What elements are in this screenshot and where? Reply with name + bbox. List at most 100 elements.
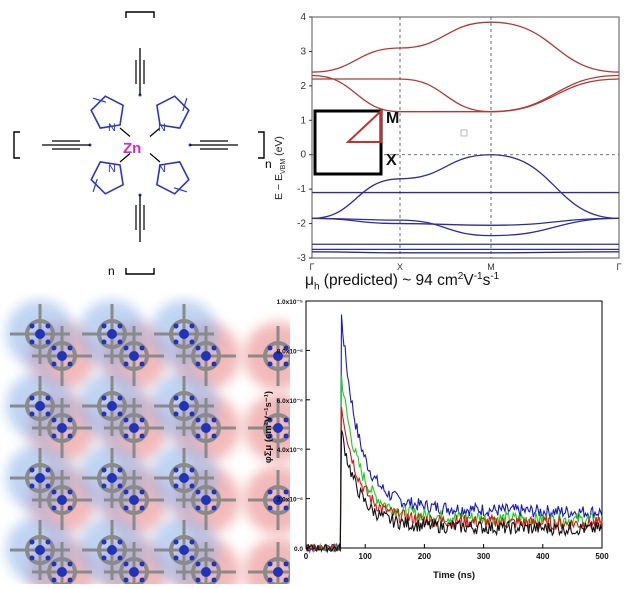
lattice-n	[45, 339, 51, 345]
lattice-n	[117, 539, 123, 545]
lattice-n	[173, 539, 179, 545]
lattice-ring	[191, 413, 221, 443]
lattice-n	[101, 411, 107, 417]
lattice-n	[29, 483, 35, 489]
lattice-core	[273, 567, 283, 577]
lattice-n	[211, 361, 217, 367]
band-line	[311, 21, 620, 73]
lattice-n	[195, 361, 201, 367]
band-y-ticks: 4 3 2 1 0 -1 -2 -3	[297, 12, 312, 264]
band-y-axis-label: E − EVBM (eV)	[273, 136, 287, 200]
band-lines	[311, 21, 620, 254]
n-zn-coordination	[149, 127, 161, 137]
lattice-core	[107, 401, 117, 411]
lattice-n	[173, 483, 179, 489]
lattice-n	[267, 505, 273, 511]
lattice-n	[139, 345, 145, 351]
lattice-n	[267, 561, 273, 567]
lattice-n	[139, 505, 145, 511]
lattice-ring	[25, 535, 55, 565]
lattice-core	[129, 567, 139, 577]
lattice-n	[45, 539, 51, 545]
lattice-n	[139, 489, 145, 495]
band-line	[311, 217, 620, 237]
band-line	[311, 251, 620, 254]
lattice-core	[57, 351, 67, 361]
lattice-n	[117, 411, 123, 417]
lattice-n	[189, 395, 195, 401]
lattice-n	[45, 555, 51, 561]
lattice-n	[173, 467, 179, 473]
lattice-ring	[169, 535, 199, 565]
zn-porphyrin-structure: Zn N N N N n n	[0, 0, 290, 290]
lattice-n	[283, 489, 289, 495]
repeat-bracket-top	[125, 11, 155, 18]
nitrogen-label-bottom-left: N	[108, 163, 116, 175]
y-tick-label: 4	[300, 12, 306, 23]
trmc-x-axis-label: Time (ns)	[433, 570, 475, 581]
lattice-n	[67, 417, 73, 423]
y-tick-label: 3	[300, 46, 306, 57]
lattice-core	[35, 329, 45, 339]
trmc-transient-chart: 0.0 2.0x10⁻⁶ 4.0x10⁻⁶ 6.0x10⁻⁶ 8.0x10⁻⁶ 1.0x1…	[258, 292, 624, 584]
predicted-mobility-caption: μh (predicted) ~ 94 cm2V-1s-1	[305, 271, 500, 293]
lattice-n	[189, 483, 195, 489]
lattice-n	[195, 489, 201, 495]
lattice-n	[211, 345, 217, 351]
repeat-bracket-right	[258, 131, 265, 159]
lattice-n	[173, 395, 179, 401]
trmc-x-ticks: 0 100 200 300 400 500	[304, 544, 609, 561]
lattice-ring	[119, 413, 149, 443]
lattice-n	[195, 345, 201, 351]
lattice-n	[67, 489, 73, 495]
lattice-svg	[6, 300, 312, 589]
lattice-n	[51, 505, 57, 511]
lattice-n	[123, 433, 129, 439]
lattice-ring	[97, 319, 127, 349]
lattice-n	[283, 361, 289, 367]
lattice-n	[101, 395, 107, 401]
lattice-n	[139, 361, 145, 367]
lattice-n	[29, 411, 35, 417]
y-tick-label: 0	[300, 150, 306, 161]
lattice-n	[117, 395, 123, 401]
lattice-core	[201, 495, 211, 505]
k-point-label: Γ	[310, 262, 315, 272]
lattice-n	[51, 361, 57, 367]
lattice-n	[211, 489, 217, 495]
n-zn-coordination	[119, 127, 131, 137]
lattice-n	[117, 323, 123, 329]
trmc-series-line	[305, 375, 603, 553]
lattice-core	[107, 545, 117, 555]
molecule-bonds	[13, 11, 265, 275]
lattice-ring	[169, 319, 199, 349]
lattice-n	[139, 433, 145, 439]
lattice-n	[101, 539, 107, 545]
lattice-n	[29, 323, 35, 329]
lattice-n	[283, 345, 289, 351]
lattice-n	[283, 433, 289, 439]
trmc-svg: 0.0 2.0x10⁻⁶ 4.0x10⁻⁶ 6.0x10⁻⁶ 8.0x10⁻⁶ 1.0x1…	[263, 299, 609, 581]
lattice-n	[283, 505, 289, 511]
nitrogen-label-top-right: N	[158, 122, 166, 134]
lattice-n	[67, 561, 73, 567]
lattice-core	[57, 423, 67, 433]
k-point-label: M	[487, 262, 495, 272]
lattice-n	[101, 467, 107, 473]
lattice-core	[179, 545, 189, 555]
metal-label: Zn	[123, 140, 141, 157]
lattice-n	[267, 433, 273, 439]
lattice-core	[129, 423, 139, 433]
ring-double-bond	[173, 187, 188, 193]
lattice-core	[179, 473, 189, 483]
trmc-series-line	[305, 314, 603, 554]
k-point-label: Γ	[617, 262, 622, 272]
lattice-n	[211, 505, 217, 511]
pyrrole-ring	[156, 95, 190, 129]
lattice-n	[117, 339, 123, 345]
ring-double-bond	[182, 97, 188, 112]
lattice-n	[117, 483, 123, 489]
repeat-n-right: n	[265, 157, 272, 171]
y-tick-label: 8.0x10⁻⁶	[277, 348, 303, 355]
small-marker	[460, 129, 468, 137]
